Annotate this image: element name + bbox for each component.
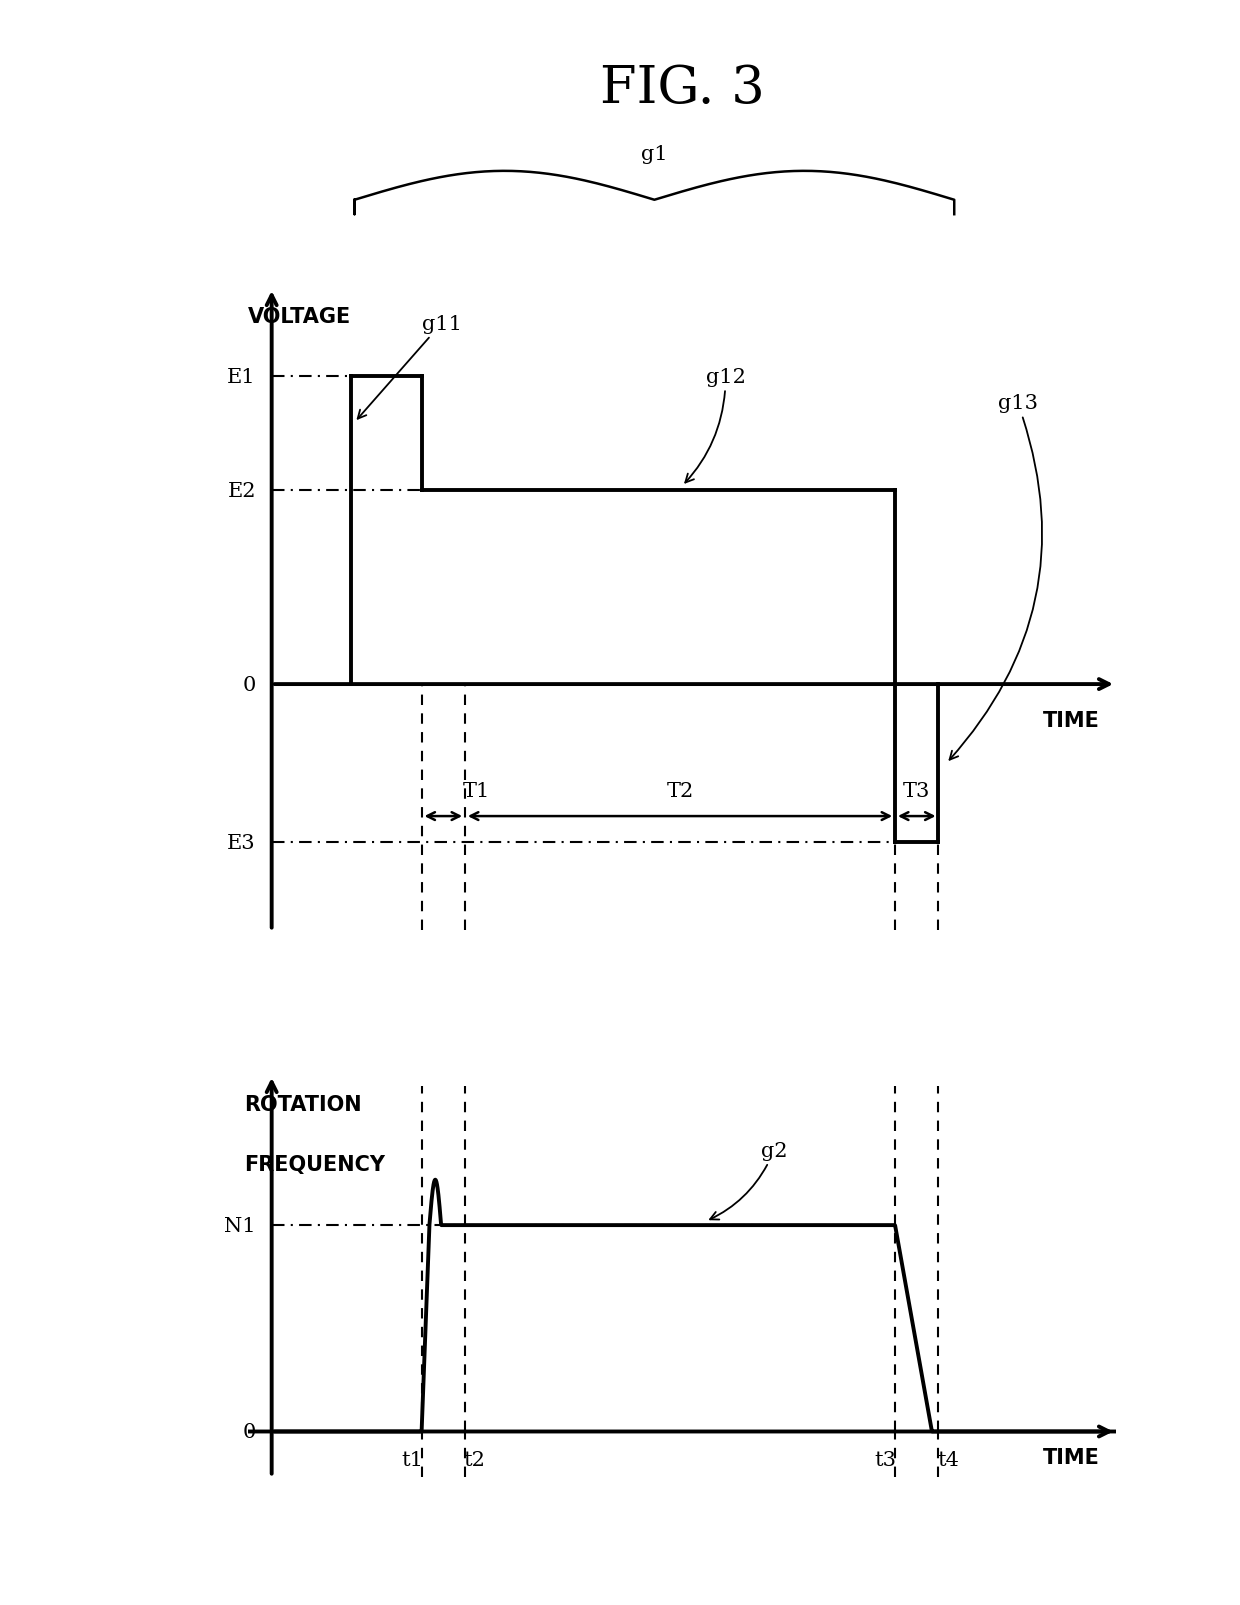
Text: g1: g1	[641, 144, 667, 164]
Text: E3: E3	[227, 833, 255, 852]
Text: FIG. 3: FIG. 3	[600, 63, 764, 114]
Text: FREQUENCY: FREQUENCY	[244, 1154, 386, 1175]
Text: T1: T1	[463, 782, 490, 801]
Text: T3: T3	[903, 782, 930, 801]
Text: TIME: TIME	[1043, 711, 1100, 730]
Text: 0: 0	[243, 676, 255, 693]
Text: g13: g13	[950, 393, 1042, 761]
Text: 0: 0	[243, 1422, 255, 1441]
Text: t3: t3	[874, 1451, 897, 1469]
Text: g2: g2	[711, 1141, 787, 1220]
Text: TIME: TIME	[1043, 1446, 1100, 1467]
Text: t4: t4	[937, 1451, 959, 1469]
Text: N1: N1	[224, 1217, 255, 1234]
Text: E1: E1	[227, 368, 255, 387]
Text: t1: t1	[401, 1451, 423, 1469]
Text: T2: T2	[666, 782, 693, 801]
Text: g12: g12	[686, 368, 745, 483]
Text: VOLTAGE: VOLTAGE	[248, 307, 351, 326]
Text: ROTATION: ROTATION	[244, 1095, 362, 1114]
Text: g11: g11	[357, 315, 461, 419]
Text: t2: t2	[464, 1451, 485, 1469]
Text: E2: E2	[227, 482, 255, 501]
